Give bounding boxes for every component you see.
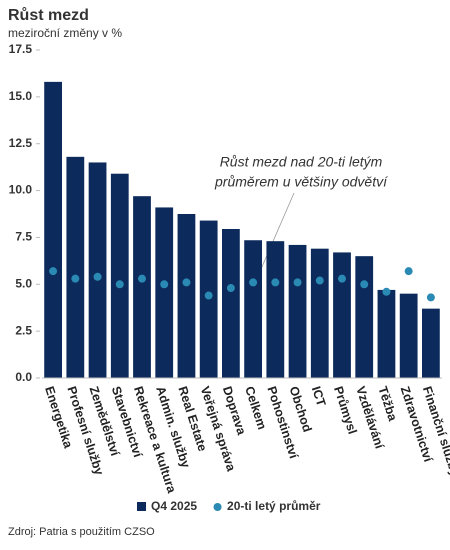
dot [360, 280, 369, 289]
y-tick-label: 10.0 [9, 183, 33, 197]
dot [182, 278, 191, 287]
y-tick-label: 7.5 [15, 230, 32, 244]
dot [315, 276, 324, 285]
legend-label: 20-ti letý průměr [227, 499, 321, 513]
dot [426, 293, 435, 302]
dot [160, 280, 169, 289]
dot [338, 274, 346, 283]
bar [266, 241, 285, 378]
dot [271, 278, 280, 287]
bar [377, 289, 396, 378]
legend-swatch [213, 503, 222, 511]
bar [44, 81, 62, 378]
dot [49, 267, 58, 276]
bar [222, 228, 240, 378]
source: Zdroj: Patria s použitím CZSO [8, 526, 155, 538]
dot [115, 280, 124, 289]
chart-title: Růst mezd [8, 7, 89, 24]
bar [133, 196, 151, 378]
bar [422, 308, 440, 378]
x-tick-label: Těžba [375, 385, 400, 424]
annotation: průměrem u většiny odvětví [214, 174, 389, 190]
annotation: Růst mezd nad 20-ti letým [220, 154, 383, 170]
bar [155, 207, 174, 378]
bar [355, 256, 374, 378]
bar [177, 214, 196, 378]
bar [288, 244, 307, 378]
y-tick-label: 17.5 [9, 42, 33, 56]
legend-label: Q4 2025 [151, 499, 197, 513]
dot [204, 291, 213, 300]
bar [244, 240, 262, 378]
dot [93, 272, 102, 281]
y-tick-label: 0.0 [15, 370, 32, 384]
dot [138, 274, 146, 283]
bar [66, 156, 85, 378]
dot [226, 284, 235, 293]
bar [88, 162, 107, 378]
bar [333, 252, 351, 378]
annotation-leader [257, 192, 295, 277]
legend-swatch [137, 502, 146, 511]
y-tick-label: 15.0 [9, 89, 33, 103]
bar [110, 173, 129, 378]
dot [404, 267, 413, 276]
chart-subtitle: meziroční změny v % [8, 26, 122, 40]
dot [71, 274, 80, 283]
y-tick-label: 12.5 [9, 136, 33, 150]
dot [382, 287, 391, 296]
dot [293, 278, 302, 287]
y-tick-label: 5.0 [15, 276, 32, 290]
x-tick-label: ICT [309, 385, 329, 409]
bar [310, 248, 329, 378]
bar [399, 293, 418, 378]
y-tick-label: 2.5 [15, 323, 32, 337]
dot [249, 278, 258, 287]
